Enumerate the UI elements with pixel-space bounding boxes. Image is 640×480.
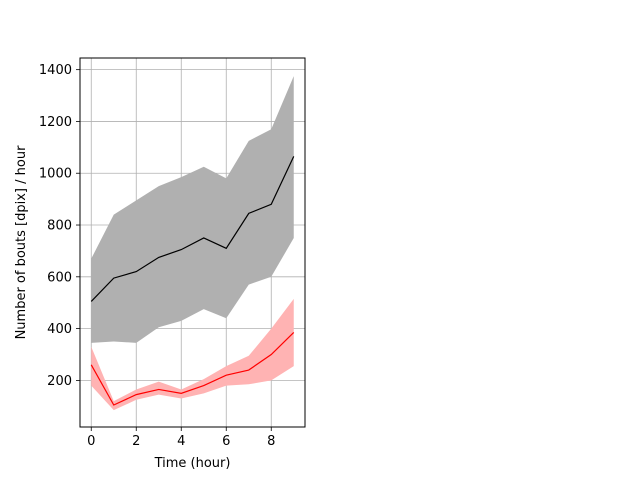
series-1-band: [91, 76, 294, 343]
series-lines: [90, 156, 295, 406]
ticks: 0 2 4 6 8 200 400 600 800 1000 1200 1400: [39, 63, 275, 449]
y-axis-label: Number of bouts [dpix] / hour: [14, 145, 29, 339]
plot-frame: [79, 57, 306, 428]
x-axis-label: Time (hour): [154, 456, 231, 471]
y-tick-label: 1400: [39, 63, 72, 78]
y-tick-label: 400: [47, 322, 72, 337]
y-tick-label: 200: [47, 374, 72, 389]
x-tick-label: 0: [87, 434, 95, 449]
y-tick-label: 1000: [39, 167, 72, 182]
y-tick-label: 800: [47, 219, 72, 234]
x-tick-label: 6: [222, 434, 230, 449]
y-tick-label: 1200: [39, 115, 72, 130]
y-tick-label: 600: [47, 270, 72, 285]
x-tick-label: 8: [267, 434, 275, 449]
series-2-line: [90, 332, 295, 406]
series-2-band: [91, 298, 294, 411]
series-1-line: [90, 156, 295, 302]
confidence-bands: [91, 76, 294, 411]
x-tick-label: 4: [177, 434, 185, 449]
x-tick-label: 2: [132, 434, 140, 449]
